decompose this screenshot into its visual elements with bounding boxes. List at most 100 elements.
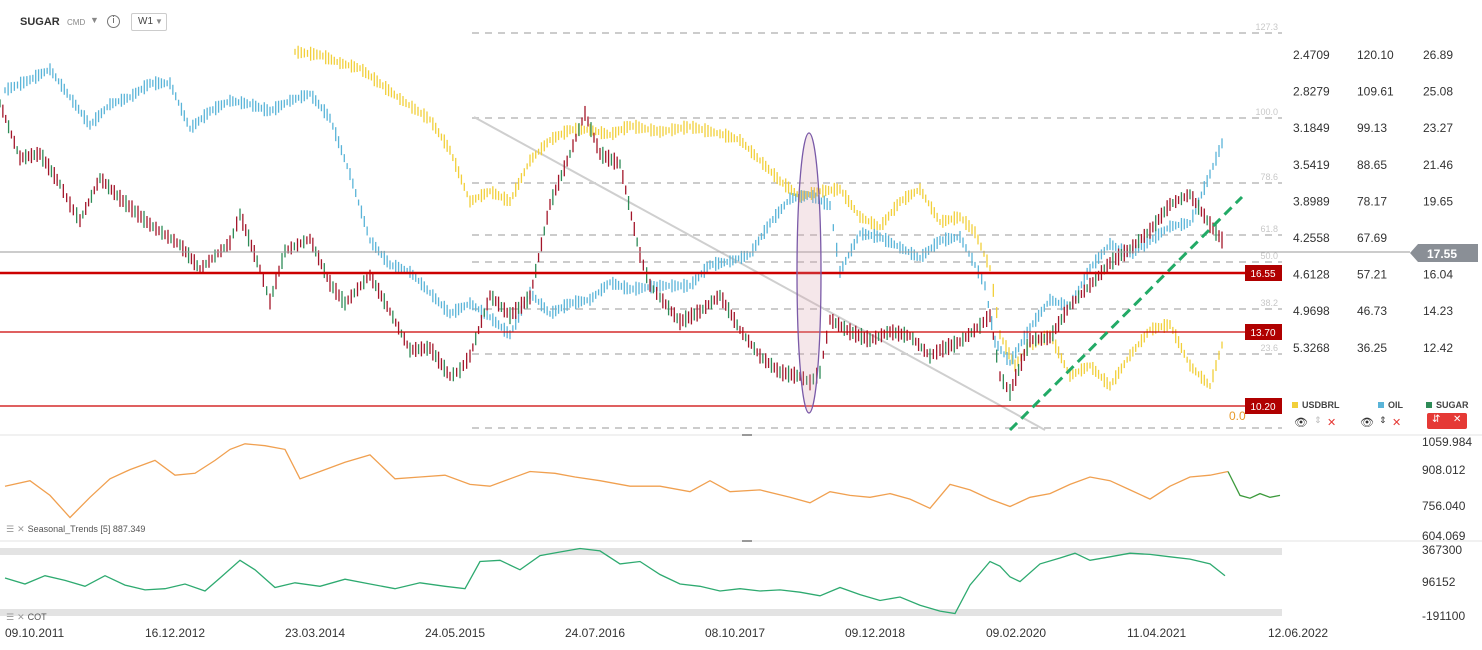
seasonal-forecast-line <box>1227 471 1281 499</box>
sugar-series <box>0 99 1223 401</box>
price-level-tag-label: 10.20 <box>1250 402 1275 413</box>
legend-oil: OIL <box>1378 400 1403 410</box>
axis-usdbrl-tick: 4.2558 <box>1293 231 1330 245</box>
fib-level-label: 78.6 <box>1260 172 1278 182</box>
close-icon[interactable]: ✕ <box>1327 416 1337 429</box>
fib-zero-label: 0.0 <box>1229 409 1246 423</box>
panel-resize-handle <box>742 434 752 436</box>
timeframe-value: W1 <box>138 16 153 27</box>
x-axis-tick: 09.10.2011 <box>5 626 64 640</box>
uptrend-line <box>1008 195 1244 432</box>
axis-seasonal-tick: 604.069 <box>1422 529 1466 543</box>
cot-title: COT <box>27 612 47 622</box>
menu-icon[interactable]: ☰ <box>6 613 15 623</box>
x-axis-tick: 09.02.2020 <box>986 626 1046 640</box>
legend-usdbrl: USDBRL <box>1292 400 1340 410</box>
chevron-down-icon: ▼ <box>155 17 163 26</box>
reorder-icon[interactable]: ⇕ <box>1379 416 1387 426</box>
x-axis-tick: 24.07.2016 <box>565 626 625 640</box>
axis-sugar-tick: 12.42 <box>1423 341 1453 355</box>
price-level-tag-label: 16.55 <box>1250 269 1275 280</box>
x-axis-tick: 08.10.2017 <box>705 626 765 640</box>
fib-level-label: 61.8 <box>1260 224 1278 234</box>
x-axis-tick: 09.12.2018 <box>845 626 905 640</box>
price-level-tag <box>1245 324 1282 340</box>
cot-top-band <box>0 548 1282 555</box>
axis-sugar-tick: 25.08 <box>1423 85 1453 99</box>
panel-resize-handle <box>742 540 752 542</box>
usdbrl-series <box>294 45 1223 391</box>
oil-series <box>4 63 1223 366</box>
seasonal-title: Seasonal_Trends [5] <box>27 524 111 534</box>
chart-header: SUGAR CMD ▼ i W1 ▼ <box>0 0 300 40</box>
symbol-label[interactable]: SUGAR <box>20 16 60 28</box>
axis-oil-tick: 109.61 <box>1357 85 1394 99</box>
sugar-swatch <box>1426 402 1432 408</box>
legend-usdbrl-label: USDBRL <box>1302 400 1340 410</box>
axis-seasonal-tick: 756.040 <box>1422 499 1466 513</box>
eye-icon[interactable]: 👁 <box>1360 416 1374 429</box>
price-level-tag-label: 13.70 <box>1250 328 1275 339</box>
axis-cot-tick: 96152 <box>1422 575 1456 589</box>
seasonal-line <box>4 443 1229 519</box>
axis-oil-tick: 99.13 <box>1357 121 1387 135</box>
axis-sugar-tick: 21.46 <box>1423 158 1453 172</box>
close-icon[interactable]: ✕ <box>1392 416 1402 429</box>
axis-oil-tick: 78.17 <box>1357 194 1387 208</box>
axis-oil-tick: 46.73 <box>1357 304 1387 318</box>
axis-cot-tick: -191100 <box>1422 609 1465 623</box>
fib-level-label: 23.6 <box>1260 343 1278 353</box>
x-axis-tick: 12.06.2022 <box>1268 626 1328 640</box>
axis-sugar-tick: 23.27 <box>1423 121 1453 135</box>
axis-usdbrl-tick: 3.8989 <box>1293 194 1330 208</box>
close-icon[interactable]: ✕ <box>17 613 25 623</box>
x-axis-tick: 24.05.2015 <box>425 626 485 640</box>
fib-level-label: 38.2 <box>1260 298 1278 308</box>
axis-usdbrl-tick: 5.3268 <box>1293 341 1330 355</box>
axis-usdbrl-tick: 2.4709 <box>1293 48 1330 62</box>
price-level-tag <box>1245 398 1282 414</box>
price-level-tag <box>1245 265 1282 281</box>
axis-usdbrl-tick: 4.9698 <box>1293 304 1330 318</box>
close-icon[interactable]: ✕ <box>17 525 25 535</box>
legend-sugar-label: SUGAR <box>1436 400 1469 410</box>
menu-icon[interactable]: ☰ <box>6 525 15 535</box>
usdbrl-swatch <box>1292 402 1298 408</box>
axis-sugar-tick: 14.23 <box>1423 304 1453 318</box>
highlight-ellipse <box>796 132 822 414</box>
axis-usdbrl-tick: 2.8279 <box>1293 85 1330 99</box>
exchange-label: CMD <box>67 18 86 27</box>
cot-line <box>4 547 1226 615</box>
axis-sugar-tick: 16.04 <box>1423 268 1453 282</box>
close-icon[interactable]: ✕ <box>1453 414 1462 425</box>
axis-oil-tick: 67.69 <box>1357 231 1387 245</box>
axis-oil-tick: 120.10 <box>1357 48 1394 62</box>
fib-level-label: 127.3 <box>1255 22 1278 32</box>
axis-usdbrl-tick: 3.5419 <box>1293 158 1330 172</box>
sugar-series-controls[interactable]: ⇵ ✕ <box>1427 413 1467 429</box>
axis-seasonal-tick: 908.012 <box>1422 463 1466 477</box>
axis-usdbrl-tick: 4.6128 <box>1293 268 1330 282</box>
axis-usdbrl-tick: 3.1849 <box>1293 121 1330 135</box>
oil-swatch <box>1378 402 1384 408</box>
eye-icon[interactable]: 👁 <box>1294 416 1308 429</box>
axis-oil-tick: 36.25 <box>1357 341 1387 355</box>
x-axis-tick: 23.03.2014 <box>285 626 345 640</box>
symbol-dropdown-icon[interactable]: ▼ <box>90 15 99 25</box>
axis-sugar-tick: 26.89 <box>1423 48 1453 62</box>
fib-level-label: 50.0 <box>1260 251 1278 261</box>
current-price-tag <box>1410 244 1478 262</box>
timeframe-select[interactable]: W1 ▼ <box>131 13 167 31</box>
settings-icon[interactable]: ⇵ <box>1432 414 1441 425</box>
fib-level-label: 100.0 <box>1255 107 1278 117</box>
info-icon[interactable]: i <box>107 15 120 28</box>
axis-oil-tick: 88.65 <box>1357 158 1387 172</box>
legend-oil-label: OIL <box>1388 400 1403 410</box>
current-price-label: 17.55 <box>1427 247 1457 261</box>
reorder-icon[interactable]: ⇕ <box>1314 416 1322 426</box>
axis-oil-tick: 57.21 <box>1357 268 1387 282</box>
x-axis-tick: 11.04.2021 <box>1127 626 1186 640</box>
seasonal-value: 887.349 <box>112 524 146 534</box>
seasonal-panel-label: ☰ ✕ Seasonal_Trends [5] 887.349 <box>6 524 145 535</box>
